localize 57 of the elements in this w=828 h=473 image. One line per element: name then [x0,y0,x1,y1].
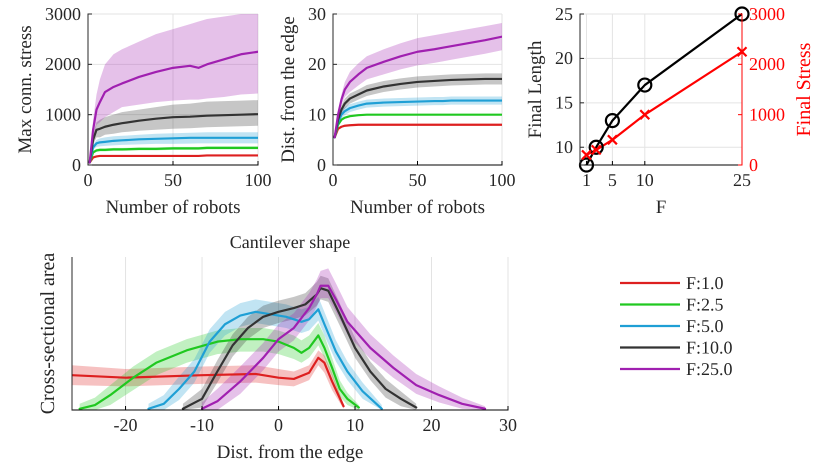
legend-label: F:5.0 [686,316,724,336]
legend-label: F:2.5 [686,294,724,314]
x-tick-label: 5 [608,170,617,190]
y-tick-label: 15 [555,92,573,113]
x-tick-label: 10 [346,414,364,435]
x-tick-label: 100 [488,170,516,190]
y-tick-label: 1000 [45,104,81,124]
y2-tick-label: 3000 [749,4,785,24]
chart-title: Cantilever shape [230,232,350,252]
x-tick-label: 50 [164,170,182,190]
x-tick-label: 50 [408,170,426,190]
point [604,112,620,128]
x-axis-title: Dist. from the edge [216,442,364,463]
y-tick-label: 10 [555,136,573,157]
y-axis-title: Cross-sectional area [37,252,59,414]
x-tick-label: 1 [582,170,591,190]
x-tick-label: 10 [636,170,654,190]
y-tick-label: 20 [555,48,573,68]
point [637,77,652,93]
x-tick-label: 20 [422,414,441,435]
y-tick-label: 20 [308,54,326,74]
y-tick-label: 25 [555,4,573,24]
point [580,149,592,161]
x-tick-label: 100 [244,170,272,190]
line-series [88,154,258,164]
y2-tick-label: 0 [749,154,758,175]
y2-axis-title: Final Stress [793,42,815,136]
y-axis-title: Final Length [525,40,546,138]
x-tick-label: 0 [274,414,284,435]
y-axis-title: Dist. from the edge [278,16,299,163]
point [606,134,618,146]
y-tick-label: 3000 [45,4,81,24]
x-axis-title: Number of robots [105,197,241,218]
legend-label: F:1.0 [686,273,724,293]
y-tick-label: 30 [308,4,326,24]
x-axis-title: Number of robots [350,197,486,218]
point [734,6,750,22]
point [588,140,604,155]
y-tick-label: 0 [317,154,326,175]
y-tick-label: 0 [72,154,81,175]
line-series [88,50,258,164]
x-tick-label: -20 [114,414,138,435]
y-tick-label: 2000 [45,54,81,74]
point [736,46,748,58]
x-tick-label: 30 [499,414,517,435]
x-tick-label: -10 [190,414,214,435]
y2-tick-label: 2000 [749,54,785,74]
y2-tick-label: 1000 [749,104,785,124]
point [578,157,594,173]
line-series [334,124,502,138]
y-axis-title: Max conn. stress [15,25,36,154]
x-tick-label: 25 [733,170,751,190]
legend-label: F:25.0 [686,359,733,379]
legend-label: F:10.0 [686,338,733,358]
x-axis-title: F [656,197,666,218]
y-tick-label: 10 [308,104,326,124]
point [639,109,650,120]
